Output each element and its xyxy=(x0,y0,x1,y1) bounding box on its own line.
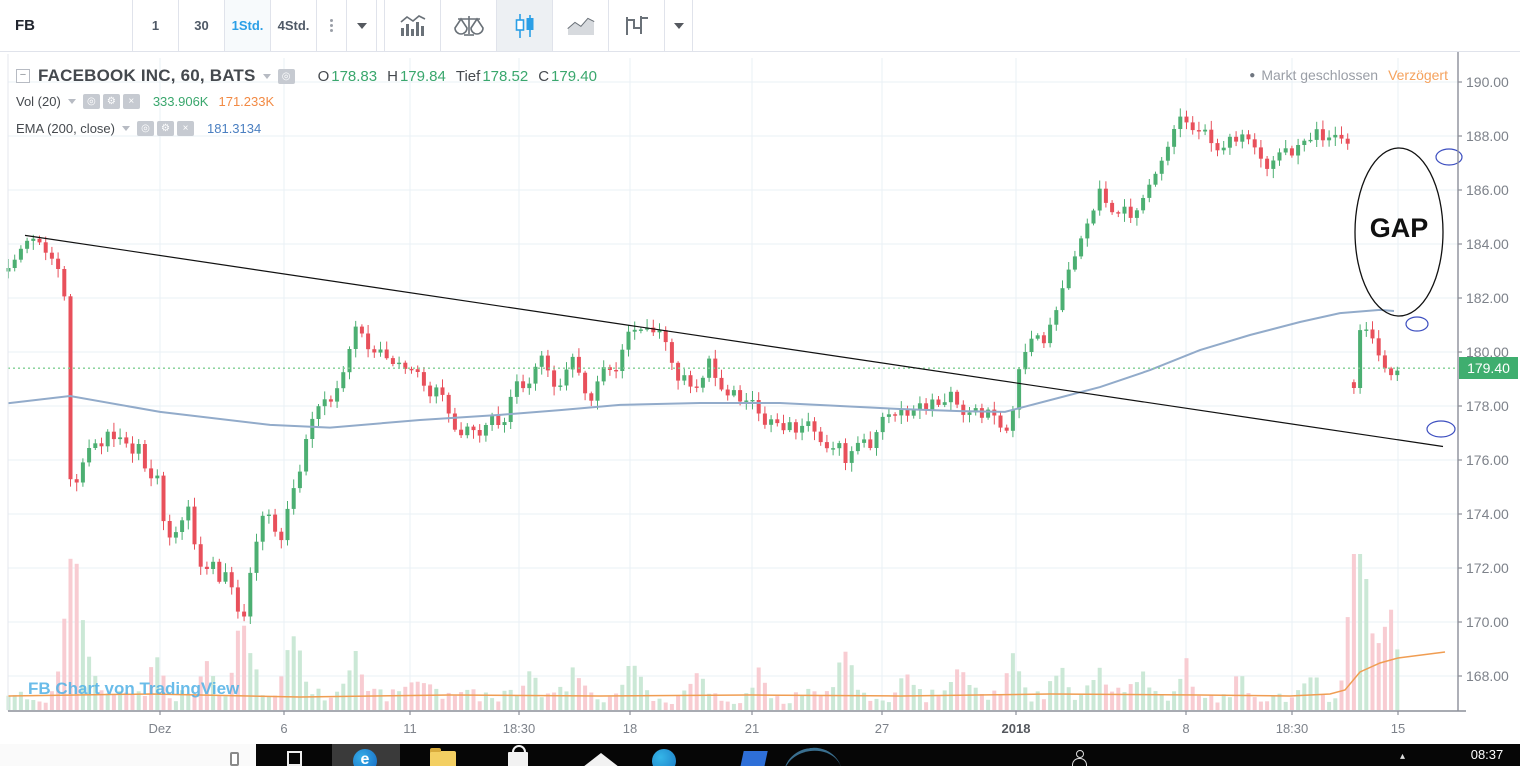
time-tick-label: 18:30 xyxy=(502,721,536,736)
time-tick-label: 27 xyxy=(874,721,890,736)
step-style-button[interactable] xyxy=(609,0,665,51)
windows-taskbar: e ▴ 08:37 xyxy=(0,744,1520,766)
market-closed-text: Markt geschlossen xyxy=(1261,67,1379,83)
time-tick-label: Dez xyxy=(148,721,172,736)
price-chart-canvas[interactable] xyxy=(0,0,1520,744)
chart-title[interactable]: FACEBOOK INC, 60, BATS xyxy=(38,66,256,85)
eye-icon[interactable]: ◎ xyxy=(82,94,100,109)
close-icon[interactable]: × xyxy=(122,94,140,109)
time-tick-label: 18:30 xyxy=(1275,721,1309,736)
time-tick-label: 15 xyxy=(1390,721,1406,736)
file-explorer-icon[interactable] xyxy=(430,748,456,766)
volume-ma-value: 171.233K xyxy=(218,94,275,109)
tradingview-watermark: FB Chart von TradingView xyxy=(28,679,240,698)
indicators-button[interactable] xyxy=(385,0,441,51)
price-tick-label: 190.00 xyxy=(1466,74,1509,90)
mail-icon[interactable] xyxy=(740,751,768,766)
price-tick-label: 168.00 xyxy=(1466,668,1509,684)
task-view-icon[interactable] xyxy=(287,751,302,766)
window-edge-icon xyxy=(230,752,239,766)
low-label: Tief xyxy=(455,67,481,85)
edge-icon: e xyxy=(353,749,377,766)
price-tick-label: 186.00 xyxy=(1466,182,1509,198)
legend-main-row: − FACEBOOK INC, 60, BATS ◎ O 178.83 H 17… xyxy=(16,64,597,88)
low-value: 178.52 xyxy=(482,67,529,85)
price-tick-label: 180.00 xyxy=(1466,344,1509,360)
volume-indicator-row: Vol (20) ◎ ⚙ × 333.906K 171.233K xyxy=(16,88,597,115)
high-value: 179.84 xyxy=(399,67,446,85)
candlestick-icon xyxy=(515,13,533,38)
ema-value: 181.3134 xyxy=(207,121,262,136)
time-tick-label: 18 xyxy=(622,721,638,736)
more-intervals-icon[interactable] xyxy=(317,0,347,51)
style-dropdown-caret-icon[interactable] xyxy=(665,0,693,51)
bar-chart-indicator-icon xyxy=(399,14,425,36)
tray-show-hidden-icons[interactable]: ▴ xyxy=(1400,751,1406,762)
volume-indicator-label[interactable]: Vol (20) xyxy=(16,94,61,109)
gap-annotation-label[interactable]: GAP xyxy=(1369,213,1429,243)
interval-button-1h[interactable]: 1Std. xyxy=(225,0,271,51)
skype-icon[interactable] xyxy=(652,749,676,766)
close-value: 179.40 xyxy=(551,67,597,85)
ema-indicator-row: EMA (200, close) ◎ ⚙ × 181.3134 xyxy=(16,115,597,142)
price-tick-label: 176.00 xyxy=(1466,452,1509,468)
eye-icon[interactable]: ◎ xyxy=(137,121,154,136)
area-style-button[interactable] xyxy=(553,0,609,51)
high-label: H xyxy=(387,67,398,85)
toolbar: FB 1 30 1Std. 4Std. xyxy=(0,0,1520,52)
ohlc-readout: O 178.83 H 179.84 Tief 178.52 C 179.40 xyxy=(308,68,597,85)
last-price-tag: 179.40 xyxy=(1459,357,1518,380)
price-tick-label: 182.00 xyxy=(1466,290,1509,306)
time-tick-label: 21 xyxy=(744,721,760,736)
line-chart-icon xyxy=(566,17,594,35)
time-tick-label: 11 xyxy=(403,721,417,736)
time-tick-label: 8 xyxy=(1182,721,1190,736)
volume-caret-icon[interactable] xyxy=(67,99,76,104)
interval-dropdown-caret-icon[interactable] xyxy=(347,0,377,51)
legend-caret-icon[interactable] xyxy=(262,73,271,79)
gear-icon[interactable]: ⚙ xyxy=(157,121,174,136)
price-tick-label: 188.00 xyxy=(1466,128,1509,144)
step-chart-icon xyxy=(625,15,648,35)
time-tick-label: 6 xyxy=(280,721,288,736)
time-tick-label: 2018 xyxy=(1001,721,1031,736)
price-axis[interactable]: 179.40 190.00 188.00 186.00 184.00 182.00 180… xyxy=(1459,52,1520,712)
kebab-menu-icon xyxy=(330,19,333,32)
close-icon[interactable]: × xyxy=(177,121,194,136)
status-dot-icon: ● xyxy=(1249,69,1256,81)
symbol-input[interactable]: FB xyxy=(0,0,133,51)
open-value: 178.83 xyxy=(331,67,378,85)
price-tick-label: 174.00 xyxy=(1466,506,1509,522)
taskbar-light-segment xyxy=(0,744,256,766)
delayed-badge[interactable]: Verzögert xyxy=(1388,67,1448,83)
volume-value: 333.906K xyxy=(152,94,209,109)
ema-indicator-label[interactable]: EMA (200, close) xyxy=(16,121,115,136)
market-status: ● Markt geschlossen Verzögert xyxy=(1249,67,1448,83)
gear-icon[interactable]: ⚙ xyxy=(102,94,120,109)
people-icon[interactable] xyxy=(1072,750,1087,766)
photos-swoosh-icon[interactable] xyxy=(780,744,842,766)
compare-button[interactable] xyxy=(441,0,497,51)
interval-button-1m[interactable]: 1 xyxy=(133,0,179,51)
collapse-legend-icon[interactable]: − xyxy=(16,69,30,83)
price-tick-label: 178.00 xyxy=(1466,398,1509,414)
legend: − FACEBOOK INC, 60, BATS ◎ O 178.83 H 17… xyxy=(16,64,597,142)
edge-browser-tile[interactable]: e xyxy=(332,744,400,766)
close-label: C xyxy=(538,67,550,85)
price-tick-label: 172.00 xyxy=(1466,560,1509,576)
candlestick-style-button[interactable] xyxy=(497,0,553,51)
compare-scales-icon xyxy=(453,15,484,36)
taskbar-clock[interactable]: 08:37 xyxy=(1470,747,1504,762)
onedrive-icon[interactable] xyxy=(583,753,619,766)
interval-button-4h[interactable]: 4Std. xyxy=(271,0,317,51)
ema-caret-icon[interactable] xyxy=(122,126,130,131)
eye-icon[interactable]: ◎ xyxy=(277,68,295,84)
store-icon[interactable] xyxy=(508,745,528,766)
open-label: O xyxy=(317,67,330,85)
price-tick-label: 170.00 xyxy=(1466,614,1509,630)
price-tick-label: 184.00 xyxy=(1466,236,1509,252)
interval-button-30m[interactable]: 30 xyxy=(179,0,225,51)
time-axis[interactable]: Dez 6 11 18:30 18 21 27 2018 8 18:30 15 xyxy=(0,712,1458,743)
